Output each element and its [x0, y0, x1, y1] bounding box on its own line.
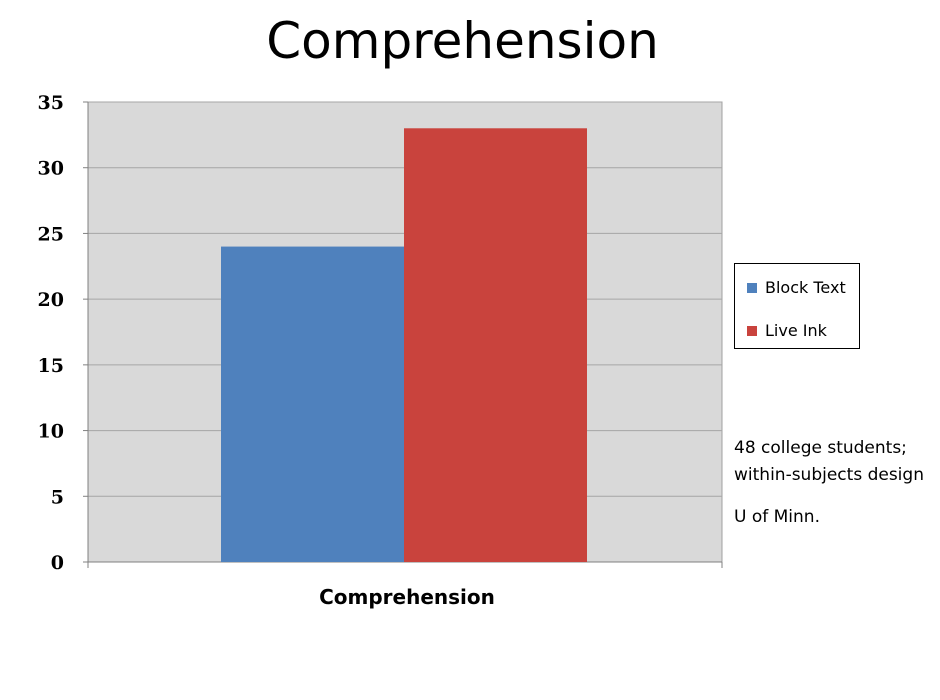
y-tick-label-35: 35	[38, 92, 64, 114]
legend-label-block-text: Block Text	[765, 278, 846, 297]
chart-legend: Block Text Live Ink	[734, 263, 860, 349]
bar-block-text	[221, 246, 404, 563]
legend-label-live-ink: Live Ink	[765, 321, 827, 340]
y-tick-label-15: 15	[38, 355, 64, 377]
legend-swatch-block-text	[747, 282, 757, 293]
institution-note: U of Minn.	[734, 507, 820, 527]
legend-item-live-ink: Live Ink	[747, 321, 827, 340]
y-tick-label-20: 20	[38, 289, 64, 311]
legend-item-block-text: Block Text	[747, 278, 846, 297]
sample-note-line1: 48 college students;	[734, 438, 907, 458]
plot-area: 0 5 10 15 20 25 30 35	[38, 92, 723, 574]
x-axis-label: Comprehension	[319, 585, 495, 609]
y-tick-label-10: 10	[38, 421, 64, 443]
legend-swatch-live-ink	[747, 325, 757, 336]
sample-note-line2: within-subjects design	[734, 465, 924, 485]
y-tick-label-0: 0	[51, 552, 64, 574]
page-title: Comprehension	[266, 12, 659, 70]
bar-live-ink	[404, 128, 587, 563]
y-tick-label-30: 30	[38, 158, 64, 180]
y-tick-label-25: 25	[38, 223, 64, 245]
y-tick-label-5: 5	[51, 486, 64, 508]
